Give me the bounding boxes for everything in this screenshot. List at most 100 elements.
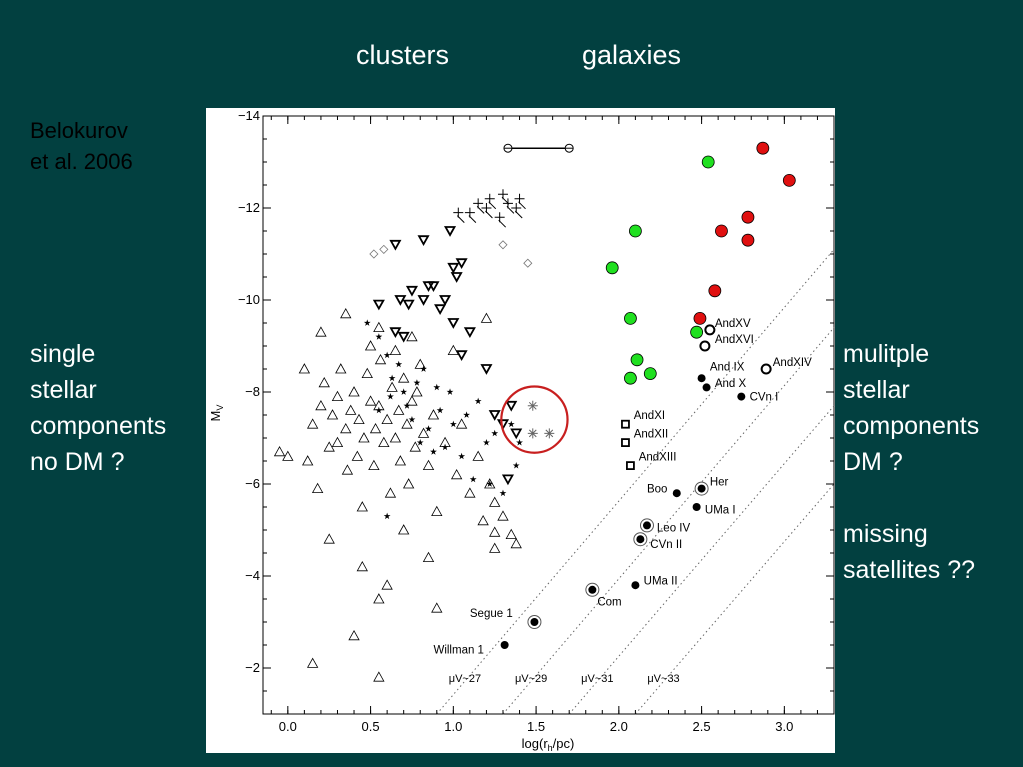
highlight-circle [500,385,569,454]
data-point [701,155,715,169]
data-point [621,438,630,448]
data-point [643,367,657,381]
data-point [422,281,435,293]
point-label: AndXV [715,318,751,330]
data-point [369,249,379,259]
data-point [340,422,352,434]
point-label: AndXII [634,428,669,440]
data-point [318,376,330,388]
data-point [702,383,711,392]
data-point [498,240,508,250]
data-point [326,409,339,420]
surface-brightness-line [635,483,835,715]
data-point [374,353,387,365]
data-point [375,333,383,340]
data-point [393,404,405,415]
data-point [699,340,711,352]
y-tick-label: −10 [238,292,260,307]
left-annotation-line: single [30,340,96,368]
data-point [464,207,477,223]
data-point [497,189,510,205]
data-point [443,226,457,237]
data-point [331,436,344,448]
data-point [361,367,373,379]
data-point [469,475,477,483]
plot-frame [262,115,835,715]
data-point [499,489,507,497]
data-point [434,304,447,316]
data-point [311,482,324,494]
data-point [455,258,468,270]
data-point [433,383,441,391]
data-point [693,311,707,325]
data-point [406,330,418,342]
point-label: UMa I [705,504,736,516]
data-point [463,327,476,339]
data-point [480,364,493,375]
data-point [511,203,523,219]
citation-line: Belokurov [30,118,128,143]
data-point [484,193,497,210]
data-point [389,239,402,251]
data-point [430,448,437,455]
x-tick-label: 1.5 [527,719,545,734]
data-point [463,411,470,418]
data-point [403,402,411,409]
data-point [273,445,286,457]
data-point [464,487,476,498]
data-point [408,416,416,423]
data-point [395,360,403,368]
data-point [486,480,494,487]
point-label: Com [597,596,621,608]
right-annotation-line: components [843,412,980,440]
data-point [356,501,368,512]
data-point [455,350,468,362]
data-point [624,371,637,385]
x-tick-label: 1.0 [444,719,462,734]
data-point [760,363,772,375]
citation: Belokurov et al. 2006 [30,115,133,177]
scatter-plot: μV~27 μV~29 μV~31 μV~33 0.0 0.5 1.0 1.5 2.0 2.5 3… [208,108,835,753]
data-point [605,261,619,275]
data-point [315,326,327,337]
data-point [389,432,402,443]
point-label: AndXIII [639,451,677,463]
data-point [282,450,294,461]
left-annotation-line: components [30,412,167,440]
data-point [375,406,383,414]
data-point [394,455,407,466]
x-tick-label: 0.5 [362,719,380,734]
data-point [405,285,418,297]
data-point [409,441,421,452]
data-point [450,272,463,283]
data-point [489,496,501,507]
data-point [384,487,397,498]
data-point [510,428,523,440]
data-point [422,551,435,563]
data-point [626,461,635,471]
data-point [422,459,435,471]
data-point [369,422,382,434]
data-point [737,392,746,401]
data-point [439,295,452,306]
point-label: AndXVI [715,334,754,346]
data-point [672,489,681,498]
surface-brightness-line [568,405,835,715]
header-clusters: clusters [356,40,450,70]
surface-brightness-lines: μV~27 μV~29 μV~31 μV~33 [436,249,835,715]
y-tick-label: −4 [245,568,260,583]
y-tick-label: −12 [238,200,260,215]
x-tick-label: 3.0 [775,719,793,734]
data-point [411,386,423,397]
data-point [414,358,426,369]
data-point [483,439,490,446]
right-annotation-line: DM ? [843,448,903,476]
surface-brightness-label: μV~27 [449,673,481,685]
data-point [431,505,443,517]
data-point [398,524,410,535]
data-point [386,381,398,392]
right-annotation: mulitple stellar components DM ? missing… [843,336,979,588]
x-tick-label: 2.0 [610,719,628,734]
data-point [441,443,449,451]
data-point [473,198,485,214]
